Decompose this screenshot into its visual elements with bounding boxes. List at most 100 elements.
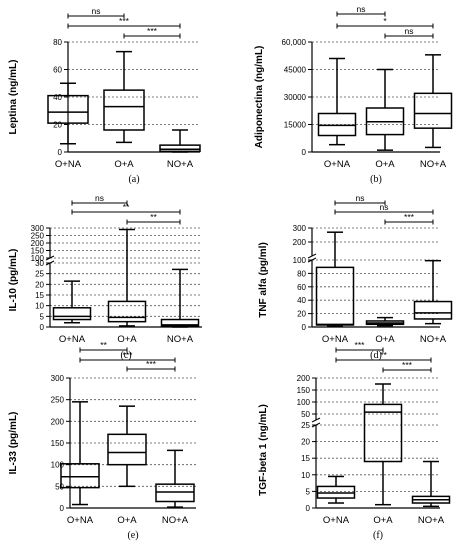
axis-break-mark <box>45 255 55 261</box>
significance-label: ** <box>123 202 130 212</box>
x-tick-label: O+A <box>117 515 137 526</box>
x-tick-label: O+A <box>117 334 137 345</box>
axis-break-mark <box>311 417 321 423</box>
y-tick-label: 250 <box>31 232 45 241</box>
box-NO+A <box>413 259 453 325</box>
y-tick-label: 15000 <box>284 121 307 130</box>
y-tick-label: 150 <box>297 386 311 395</box>
box-NO+A <box>159 129 201 153</box>
x-tick-label: O+NA <box>67 515 94 526</box>
y-axis-label: TNF alfa (pg/ml) <box>258 242 269 318</box>
y-tick-label: 100 <box>31 254 45 263</box>
significance-label: *** <box>147 26 158 36</box>
y-tick-label: 300 <box>293 224 307 233</box>
y-tick-label: 50 <box>55 482 64 491</box>
y-tick-label: 0 <box>306 504 311 513</box>
y-tick-label: 60 <box>297 283 306 292</box>
panel-2: 0 15000 30000 45000 60,000 Adiponectina (ng/m… <box>254 4 453 185</box>
box-NO+A <box>155 449 195 508</box>
panel-4: 0 20 40 60 80 100 200 300 TNF alfa (pg/ml) O+NA O+… <box>258 193 453 361</box>
x-tick-label: O+A <box>373 515 393 526</box>
y-tick-label: 60,000 <box>282 38 307 47</box>
y-tick-label: 200 <box>51 417 65 426</box>
y-axis-label: IL-10 (pg/mL) <box>8 249 19 312</box>
x-tick-label: O+A <box>114 159 134 170</box>
box-O+A <box>107 228 147 327</box>
box-O+NA <box>60 401 100 506</box>
box-O+NA <box>315 231 355 328</box>
y-tick-label: 20 <box>53 121 62 130</box>
significance-bracket: *** <box>123 26 181 39</box>
x-tick-label: NO+A <box>420 159 447 170</box>
box-O+NA <box>316 475 356 504</box>
box-O+NA <box>52 280 92 324</box>
significance-bracket: ns <box>334 193 386 206</box>
iqr-box <box>315 266 355 326</box>
significance-label: *** <box>402 360 413 370</box>
y-tick-label: 15 <box>301 454 310 463</box>
axis-break-mark <box>311 422 321 428</box>
x-tick-label: O+NA <box>55 159 82 170</box>
panel-label: (a) <box>128 174 139 185</box>
y-tick-label: 0 <box>60 504 65 513</box>
significance-bracket: ** <box>126 212 181 225</box>
y-tick-label: 0 <box>58 148 63 157</box>
significance-label: ns <box>356 193 365 203</box>
y-tick-label: 100 <box>293 256 307 265</box>
y-tick-label: 150 <box>51 439 65 448</box>
box-O+A <box>103 50 145 144</box>
y-tick-label: 20 <box>301 438 310 447</box>
x-tick-label: O+NA <box>323 515 350 526</box>
x-tick-label: O+NA <box>324 159 351 170</box>
iqr-box <box>107 300 147 323</box>
iqr-box <box>107 433 147 466</box>
y-axis-label: TGF-beta 1 (ng/mL) <box>258 404 269 496</box>
y-tick-label: 0 <box>302 148 307 157</box>
y-tick-label: 80 <box>297 269 306 278</box>
box-NO+A <box>160 268 200 328</box>
panel-label: (b) <box>370 174 382 185</box>
significance-label: *** <box>355 340 366 350</box>
y-tick-label: 250 <box>51 396 65 405</box>
significance-bracket: ns <box>384 26 434 39</box>
y-tick-label: 150 <box>31 247 45 256</box>
y-tick-label: 5 <box>40 312 45 321</box>
x-tick-label: O+A <box>375 334 395 345</box>
y-tick-label: 200 <box>293 238 307 247</box>
y-axis-label: Adiponectina (ng/mL) <box>254 46 265 149</box>
significance-bracket: ** <box>335 350 432 363</box>
iqr-box <box>159 144 201 153</box>
axis-break-mark <box>307 253 317 259</box>
significance-bracket: ns <box>71 193 128 206</box>
significance-bracket: * <box>336 16 434 29</box>
significance-label: ns <box>357 4 366 14</box>
x-tick-label: O+A <box>375 159 395 170</box>
y-tick-label: 30000 <box>284 93 307 102</box>
significance-label: * <box>383 16 387 26</box>
y-tick-label: 10 <box>301 471 310 480</box>
significance-label: ns <box>380 202 389 212</box>
y-tick-label: 45000 <box>284 66 307 75</box>
significance-label: ** <box>100 340 107 350</box>
panel-label: (c) <box>120 350 131 361</box>
y-tick-label: 0 <box>40 323 45 332</box>
y-tick-label: 300 <box>51 374 65 383</box>
y-tick-label: 200 <box>31 239 45 248</box>
y-tick-label: 40 <box>53 93 62 102</box>
iqr-box <box>60 463 100 489</box>
panel-label: (f) <box>373 530 383 541</box>
box-O+A <box>363 383 403 506</box>
significance-bracket: ** <box>71 202 181 215</box>
significance-label: ns <box>405 26 414 36</box>
significance-label: ** <box>150 212 157 222</box>
x-tick-label: NO+A <box>420 334 447 345</box>
y-tick-label: 5 <box>306 487 311 496</box>
significance-bracket: *** <box>335 340 384 353</box>
box-NO+A <box>413 54 453 149</box>
box-O+NA <box>317 57 357 146</box>
y-tick-label: 200 <box>297 374 311 383</box>
y-tick-label: 15 <box>35 291 44 300</box>
y-tick-label: 10 <box>35 302 44 311</box>
iqr-box <box>52 307 92 321</box>
